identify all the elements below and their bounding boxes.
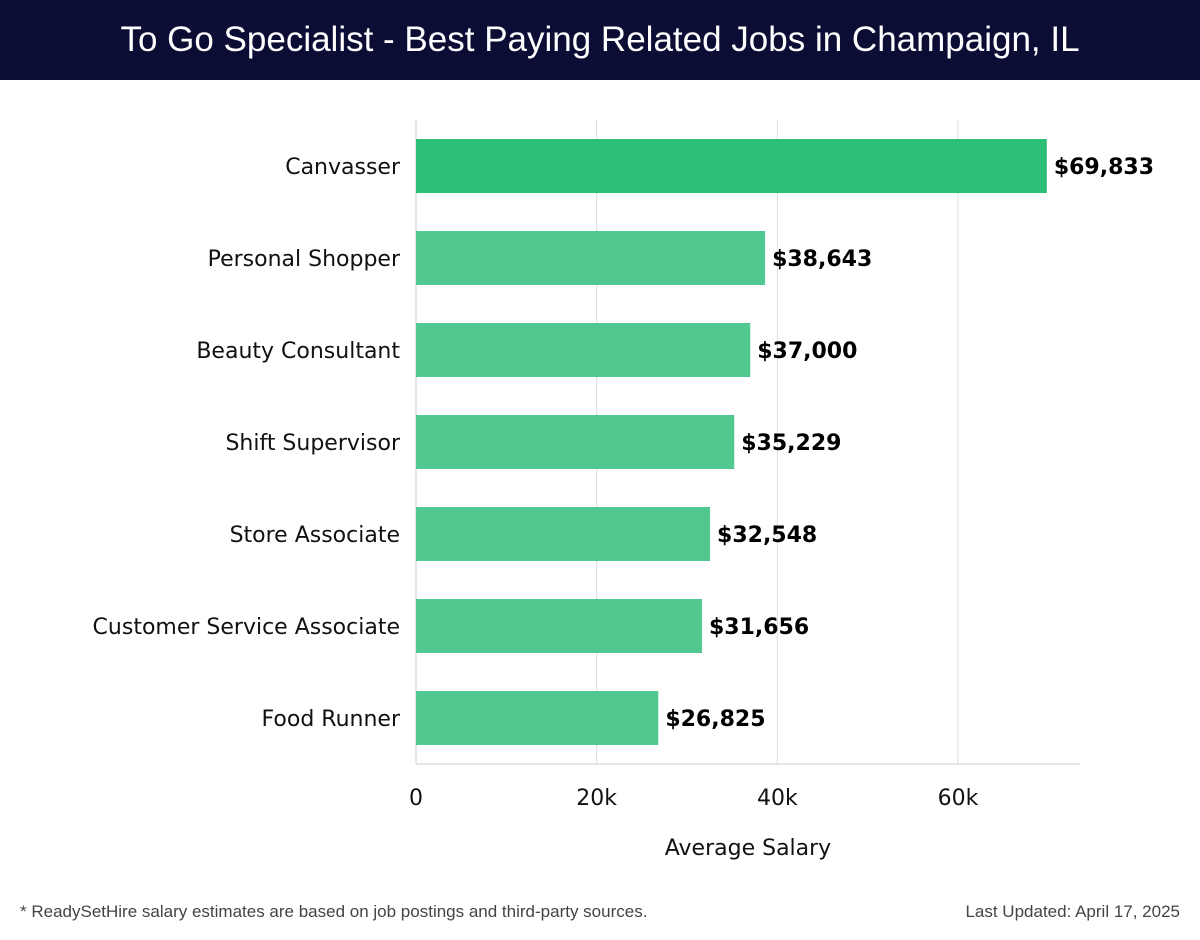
last-updated: Last Updated: April 17, 2025 [965, 902, 1180, 921]
data-label: $32,548 [717, 523, 817, 548]
chart-title: To Go Specialist - Best Paying Related J… [0, 0, 1200, 80]
category-label: Shift Supervisor [225, 431, 401, 456]
category-label: Canvasser [285, 155, 401, 180]
data-label: $37,000 [757, 339, 857, 364]
category-label: Personal Shopper [208, 247, 401, 272]
data-label: $31,656 [709, 615, 809, 640]
category-label: Customer Service Associate [93, 615, 400, 640]
bar [416, 507, 711, 561]
category-label: Store Associate [230, 523, 400, 548]
data-label: $35,229 [741, 431, 841, 456]
data-label: $69,833 [1054, 155, 1154, 180]
data-label: $38,643 [772, 247, 872, 272]
bar [416, 139, 1047, 193]
bar [416, 323, 751, 377]
bar [416, 231, 766, 285]
x-axis-label: Average Salary [665, 836, 831, 861]
category-label: Food Runner [262, 707, 401, 732]
bar [416, 599, 702, 653]
x-tick-label: 0 [409, 786, 423, 811]
x-tick-label: 40k [757, 786, 798, 811]
bar [416, 415, 735, 469]
footnote: * ReadySetHire salary estimates are base… [20, 902, 648, 921]
x-tick-label: 60k [938, 786, 979, 811]
x-tick-label: 20k [576, 786, 617, 811]
bar [416, 691, 659, 745]
data-label: $26,825 [665, 707, 765, 732]
bar-chart: 0 20k 40k 60k Canvasser $69,833 Personal Shopp… [93, 120, 1154, 861]
category-label: Beauty Consultant [196, 339, 400, 364]
